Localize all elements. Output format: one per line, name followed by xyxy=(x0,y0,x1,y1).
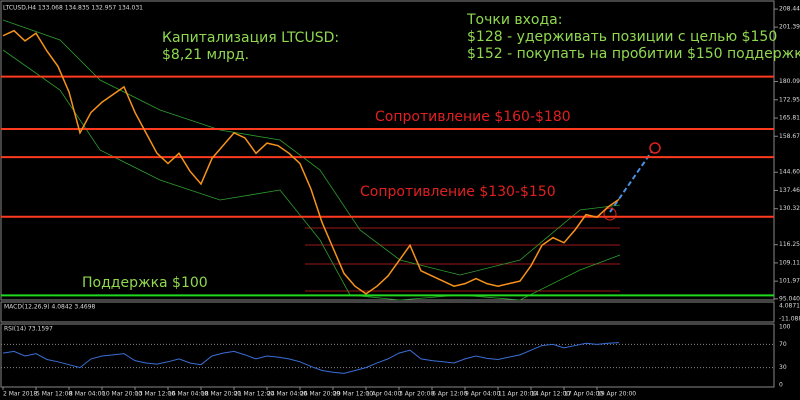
x-tick-label: 18 Mar 20:00 xyxy=(201,391,241,398)
annotation: $152 - покупать на пробитии $150 поддерж… xyxy=(467,46,800,62)
rsi-tick-label: 30 xyxy=(779,364,787,371)
y-tick-label: 165.810 xyxy=(779,115,800,122)
rsi-line xyxy=(2,342,620,374)
annotation: $8,21 млрд. xyxy=(162,47,249,63)
target-circle xyxy=(649,142,661,154)
y-tick-label: 101.970 xyxy=(779,278,800,285)
x-tick-label: 24 Mar 04:00 xyxy=(267,391,307,398)
annotation: Сопротивление $160-$180 xyxy=(375,109,571,125)
macd-frame xyxy=(0,301,775,323)
annotation: $128 - удерживать позиции с целью $150 xyxy=(467,29,777,45)
rsi-frame xyxy=(0,323,775,388)
y-tick-label: 144.600 xyxy=(779,169,800,176)
y-tick-label: 201.390 xyxy=(779,24,800,31)
x-tick-label: 21 Mar 12:00 xyxy=(234,391,274,398)
annotation: Сопротивление $130-$150 xyxy=(360,184,556,200)
rsi-tick-label: 100 xyxy=(779,324,791,331)
x-tick-label: 11 Apr 20:00 xyxy=(498,391,537,398)
main-frame xyxy=(0,0,775,301)
y-tick-label: 137.460 xyxy=(779,187,800,194)
x-tick-label: 5 Mar 12:00 xyxy=(36,391,72,398)
fib-levels xyxy=(305,227,620,292)
x-tick-label: 13 Mar 12:00 xyxy=(135,391,175,398)
x-tick-label: 9 Apr 04:00 xyxy=(465,391,500,398)
x-tick-label: 17 Apr 04:00 xyxy=(564,391,603,398)
y-tick-label: 130.320 xyxy=(779,205,800,212)
annotation: Поддержка $100 xyxy=(82,275,208,291)
x-tick-label: 3 Apr 20:00 xyxy=(399,391,434,398)
x-tick-label: 2 Mar 2018 xyxy=(3,391,37,398)
x-tick-label: 6 Apr 12:00 xyxy=(432,391,467,398)
y-tick-label: 158.670 xyxy=(779,133,800,140)
y-tick-label: 95.040 xyxy=(779,295,800,302)
rsi-tick-label: 70 xyxy=(779,341,787,348)
y-tick-label: 116.250 xyxy=(779,241,800,248)
y-tick-label: 172.950 xyxy=(779,96,800,103)
x-tick-label: 8 Mar 04:00 xyxy=(69,391,105,398)
annotation: Капитализация LTCUSD: xyxy=(162,30,339,46)
bollinger-bands xyxy=(2,19,621,301)
rsi-label: RSI(14) 73.1597 xyxy=(4,326,53,333)
x-tick-label: 16 Mar 04:00 xyxy=(168,391,208,398)
x-tick-label: 26 Mar 20:00 xyxy=(300,391,340,398)
forecast-arrow xyxy=(609,150,653,213)
entry-circle xyxy=(603,207,617,221)
x-tick-label: 19 Apr 20:00 xyxy=(597,391,636,398)
y-tick-label: 109.110 xyxy=(779,259,800,266)
price-line xyxy=(2,29,620,295)
x-tick-label: 29 Mar 12:00 xyxy=(333,391,373,398)
y-tick-label: 180.090 xyxy=(779,78,800,85)
y-tick-label: 208.440 xyxy=(779,6,800,13)
annotation: Точки входа: xyxy=(466,12,562,28)
macd-tick-label: 4.0871 xyxy=(779,303,800,310)
x-tick-label: 10 Mar 20:00 xyxy=(102,391,142,398)
macd-label: MACD(12,26,9) 4.0842 3.4698 xyxy=(4,304,96,311)
rsi-tick-label: 0 xyxy=(779,382,783,389)
macd-tick-label: -11.0884 xyxy=(779,316,800,323)
header: LTCUSD,H4 133.068 134.835 132.957 134.03… xyxy=(3,5,143,12)
x-tick-label: 14 Apr 12:00 xyxy=(531,391,570,398)
x-tick-label: 1 Apr 04:00 xyxy=(366,391,401,398)
